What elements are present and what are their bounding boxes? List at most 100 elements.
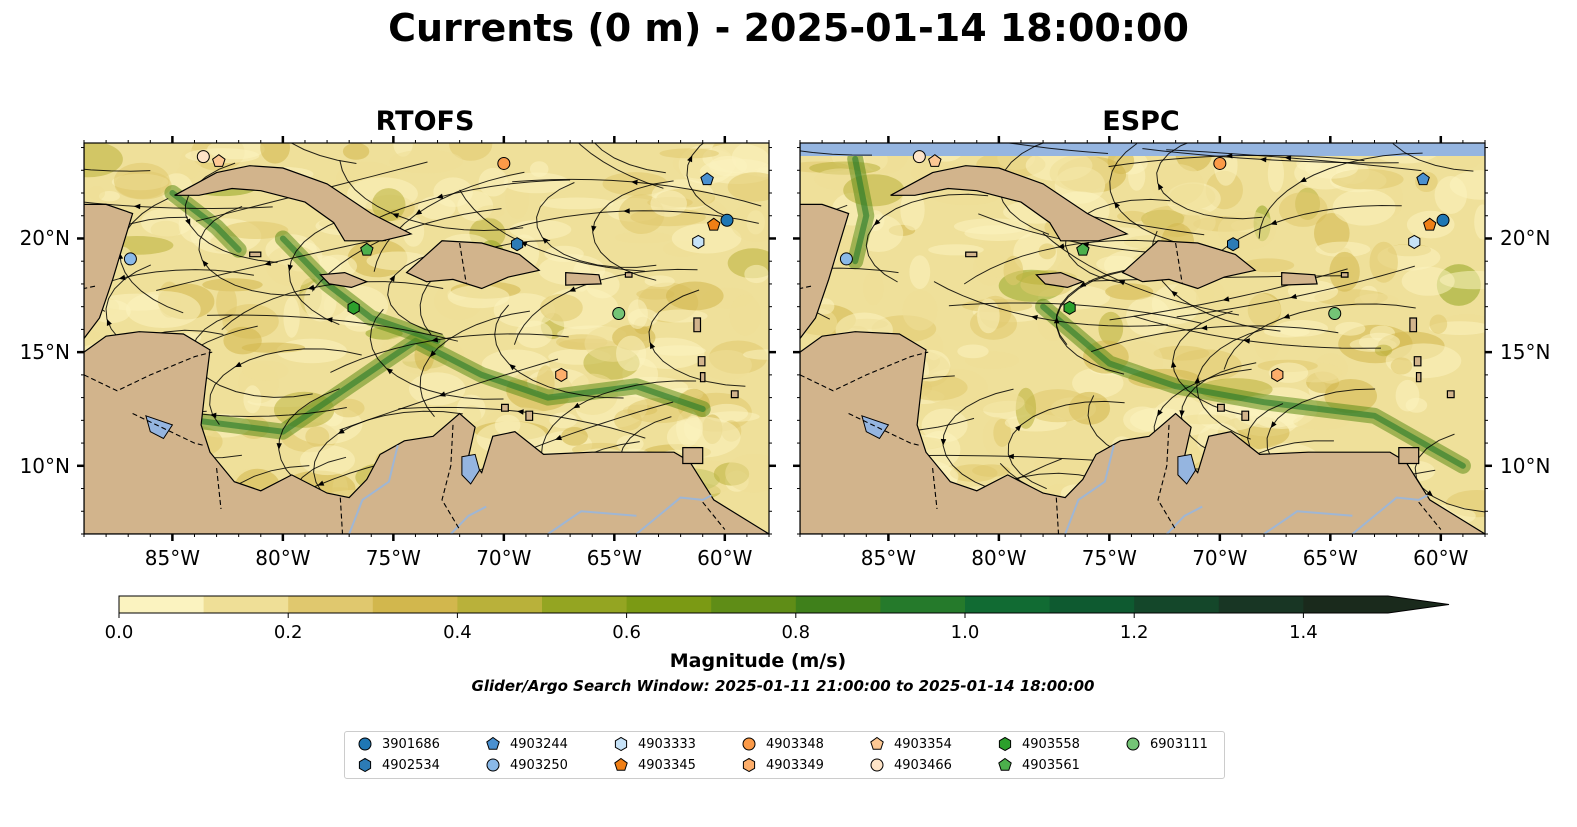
colorbar-segment	[542, 596, 628, 613]
land	[84, 143, 134, 340]
country-border	[702, 501, 726, 530]
river	[1263, 510, 1353, 534]
pentagon-marker-icon	[998, 757, 1012, 771]
lon-tick-label: 75°W	[365, 546, 421, 570]
float-marker-4903348	[1213, 156, 1227, 170]
float-marker-6903111	[1328, 306, 1342, 320]
legend-label: 4903345	[638, 757, 696, 773]
legend-label: 4903354	[894, 736, 952, 752]
legend-marker-4903244	[486, 736, 500, 750]
map-rtofs	[84, 143, 769, 534]
float-marker-4903349	[555, 367, 568, 382]
lon-tick-label: 80°W	[971, 546, 1027, 570]
land	[890, 165, 1129, 242]
legend-label: 4903558	[1022, 736, 1080, 752]
float-marker-4903244	[1416, 172, 1430, 186]
lon-tick-label: 80°W	[255, 546, 311, 570]
colorbar-segment	[880, 596, 966, 613]
float-marker-4903558	[347, 300, 360, 315]
legend-item-4902534: 4902534	[357, 757, 440, 773]
float-marker-4903244	[700, 172, 714, 186]
land	[174, 165, 413, 242]
legend-label: 4903333	[638, 736, 696, 752]
land	[693, 317, 702, 333]
float-marker-4903354	[928, 154, 942, 167]
colorbar-segment	[372, 596, 458, 613]
land	[1415, 372, 1422, 383]
legend-marker-3901686	[358, 737, 372, 751]
river	[1351, 494, 1428, 534]
colorbar-tick-label: 0.8	[781, 622, 811, 643]
circle-marker-icon	[1126, 737, 1140, 751]
country-border	[932, 468, 938, 510]
legend-marker-4903348	[742, 737, 756, 751]
legend-marker-4902534	[358, 757, 372, 773]
float-marker-4903345	[1423, 217, 1437, 231]
lat-tick-label-left: 10°N	[19, 453, 70, 478]
map-panels	[77, 136, 1492, 541]
country-border	[339, 497, 344, 534]
country-border	[1055, 497, 1060, 534]
country-border	[1418, 501, 1442, 530]
lake	[861, 415, 890, 440]
colorbar-segment	[119, 596, 205, 613]
legend-label: 3901686	[382, 736, 440, 752]
land	[319, 271, 369, 289]
legend-label: 4903250	[510, 757, 568, 773]
float-marker-4903354	[212, 154, 226, 167]
float-marker-4903466	[196, 150, 210, 164]
colorbar-segment	[288, 596, 374, 613]
float-marker-4903561	[360, 242, 374, 256]
panel-title-espc: ESPC	[1102, 106, 1180, 137]
colorbar-extend-arrow	[1388, 596, 1449, 613]
float-marker-4903561	[1076, 242, 1090, 256]
legend-marker-4903558	[998, 736, 1012, 752]
legend-label: 6903111	[1150, 736, 1208, 752]
country-border	[1175, 242, 1183, 284]
land	[1340, 272, 1349, 278]
land	[624, 272, 633, 278]
lon-tick-label: 70°W	[1192, 546, 1248, 570]
hexagon-marker-icon	[358, 757, 372, 773]
legend-marker-6903111	[1126, 737, 1140, 751]
float-marker-3901686	[1436, 213, 1450, 227]
river	[450, 505, 487, 534]
lat-tick-label-left: 15°N	[19, 340, 70, 365]
panel-title-rtofs: RTOFS	[375, 106, 475, 137]
land	[501, 403, 509, 412]
legend-label: 4903466	[894, 757, 952, 773]
float-marker-4903345	[707, 217, 721, 231]
float-marker-4903558	[1063, 300, 1076, 315]
river	[348, 445, 399, 534]
float-marker-4902534	[1227, 237, 1240, 252]
country-border	[84, 351, 213, 392]
land	[730, 390, 739, 399]
lat-tick-label-left: 20°N	[19, 226, 70, 251]
hexagon-marker-icon	[614, 736, 628, 752]
colorbar-tick-label: 0.2	[273, 622, 303, 643]
legend-item-4903250: 4903250	[485, 757, 568, 773]
legend-marker-4903466	[870, 758, 884, 772]
country-border	[848, 413, 920, 446]
colorbar-tick-label: 0.6	[612, 622, 641, 643]
legend-item-6903111: 6903111	[1125, 736, 1208, 752]
land	[697, 356, 706, 367]
float-marker-4903250	[839, 252, 853, 266]
float-marker-4903250	[123, 252, 137, 266]
country-border	[459, 242, 467, 284]
legend-marker-4903354	[870, 736, 884, 750]
lake	[145, 415, 174, 440]
lon-tick-label: 60°W	[697, 546, 753, 570]
float-marker-4902534	[511, 237, 524, 252]
colorbar-segment	[1134, 596, 1220, 613]
colorbar-tick-label: 1.0	[950, 622, 980, 643]
colorbar-segment	[711, 596, 797, 613]
country-border	[1157, 424, 1177, 530]
pentagon-marker-icon	[614, 757, 628, 771]
top-band	[800, 143, 1485, 156]
legend-label: 4903348	[766, 736, 824, 752]
hexagon-marker-icon	[742, 757, 756, 773]
legend-label: 4903349	[766, 757, 824, 773]
legend-marker-4903333	[614, 736, 628, 752]
land	[800, 331, 1485, 534]
